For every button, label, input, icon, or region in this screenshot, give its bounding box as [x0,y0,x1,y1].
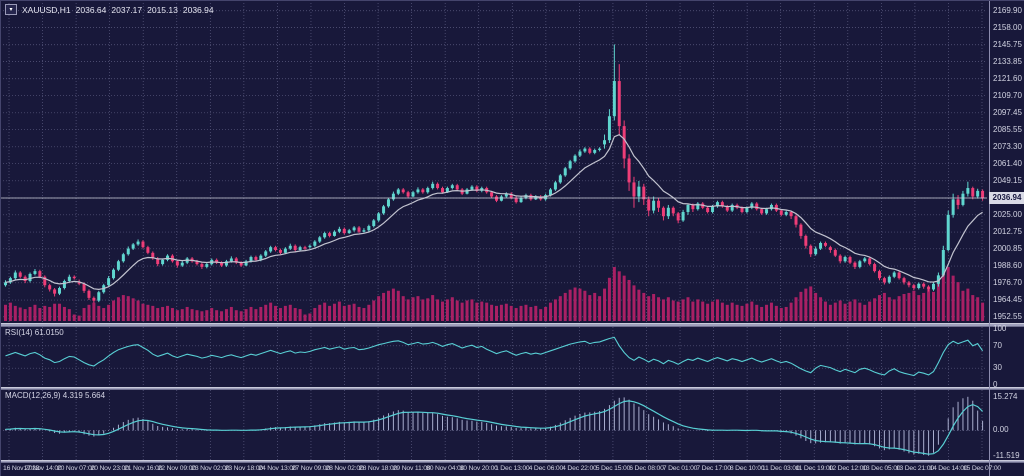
time-axis-label: 4 Dec 06:00 [528,465,564,472]
time-axis-label: 7 Dec 01:00 [662,465,698,472]
ohlc-low-value: 2015.13 [147,4,178,15]
time-axis-label: 5 Dec 15:00 [595,465,631,472]
time-axis-label: 14 Dec 14:00 [929,465,968,472]
time-axis[interactable]: 16 Nov 2023 17 Nov 14:00 20 Nov 07:00 20 No… [1,463,1024,476]
price-axis-label: 2109.70 [993,90,1022,100]
time-axis-label: 4 Dec 22:00 [562,465,597,472]
price-axis-label: 2097.45 [993,107,1022,117]
price-axis-label: 2121.60 [993,73,1022,83]
ohlc-close-value: 2036.94 [182,4,214,15]
macd-axis-label: 15.274 [993,391,1018,401]
rsi-axis-label: 0 [993,380,998,389]
time-axis-label: 22 Nov 09:00 [157,465,196,472]
time-axis-label: 21 Nov 16:00 [124,465,163,472]
rsi-indicator-label: RSI(14) 61.0150 [5,328,64,337]
price-axis-label: 2073.30 [993,141,1022,151]
price-axis-label: 1988.60 [993,261,1022,271]
time-axis-label: 30 Nov 20:00 [459,465,498,472]
time-axis-label: 20 Nov 07:00 [57,465,96,472]
volume-bars [4,267,985,321]
time-axis-label: 13 Dec 21:00 [895,465,934,472]
panel-separator-macd[interactable] [1,460,1024,463]
time-axis-label: 20 Nov 23:00 [90,465,129,472]
rsi-axis-label: 70 [993,340,1002,350]
one-click-trading-toggle-icon[interactable]: ▾ [5,4,17,15]
price-axis-label: 2169.90 [993,5,1022,15]
time-axis-label: 8 Dec 10:00 [729,465,765,472]
macd-signal-line [5,400,984,455]
rsi-axis-label: 100 [993,324,1007,333]
price-axis-label: 1976.70 [993,277,1022,287]
ohlc-high-value: 2037.17 [111,4,143,15]
price-axis-label: 2061.40 [993,158,1022,168]
moving-average-line [5,134,983,291]
macd-axis-label: 0.00 [993,425,1009,435]
price-axis-label: 2025.00 [993,209,1022,219]
time-axis-label: 16 Nov 2023 [3,465,40,472]
time-axis-label: 15 Dec 07:00 [962,465,1002,472]
time-axis-label: 23 Nov 18:00 [224,465,263,472]
candles-layer [4,44,985,303]
time-axis-label: 23 Nov 02:00 [191,465,230,472]
price-axis-label: 1952.55 [993,311,1022,321]
price-axis-label: 2133.85 [993,56,1022,66]
grid-lines [3,3,987,460]
price-axis[interactable]: 2036.94 2169.90 2158.00 2145.75 2133.85 2121… [989,1,1024,476]
rsi-axis-label: 30 [993,363,1002,373]
price-axis-border [989,1,990,476]
price-axis-label: 2158.00 [993,22,1022,32]
chart-header: ▾ XAUUSD,H1 2036.64 2037.17 2015.13 2036… [5,4,214,15]
macd-indicator-label: MACD(12,26,9) 4.319 5.664 [5,391,106,400]
ohlc-open-value: 2036.64 [75,4,107,15]
time-axis-label: 13 Dec 05:00 [862,465,901,472]
panel-separator-rsi[interactable] [1,387,1024,390]
price-axis-label: 1964.45 [993,295,1022,305]
time-axis-label: 17 Nov 14:00 [23,465,62,472]
rsi-line [5,336,984,377]
time-axis-label: 28 Nov 18:00 [359,465,398,472]
price-axis-label: 2012.75 [993,227,1022,237]
price-axis-label: 2145.75 [993,39,1022,49]
time-axis-label: 6 Dec 08:00 [629,465,664,472]
chart-canvas[interactable] [1,1,989,462]
symbol-timeframe-label: XAUUSD,H1 [22,4,71,15]
time-axis-label: 24 Nov 13:00 [258,465,297,472]
time-axis-label: 28 Nov 02:00 [325,465,364,472]
panel-separator-main[interactable] [1,323,1024,327]
time-axis-label: 30 Nov 04:00 [426,465,465,472]
price-axis-label: 2085.55 [993,124,1022,134]
time-axis-label: 12 Dec 12:00 [828,465,867,472]
time-axis-label: 11 Dec 19:00 [795,465,833,472]
price-axis-label: 2049.15 [993,175,1022,185]
time-axis-label: 29 Nov 11:00 [392,465,431,472]
time-axis-label: 27 Nov 09:00 [291,465,330,472]
time-axis-label: 1 Dec 13:00 [495,465,530,472]
price-axis-label: 2000.85 [993,243,1022,253]
time-axis-label: 11 Dec 03:00 [761,465,800,472]
time-axis-label: 7 Dec 17:00 [696,465,731,472]
current-price-box: 2036.94 [989,191,1024,204]
macd-axis-label: -11.519 [993,450,1020,460]
macd-histogram [5,396,984,456]
